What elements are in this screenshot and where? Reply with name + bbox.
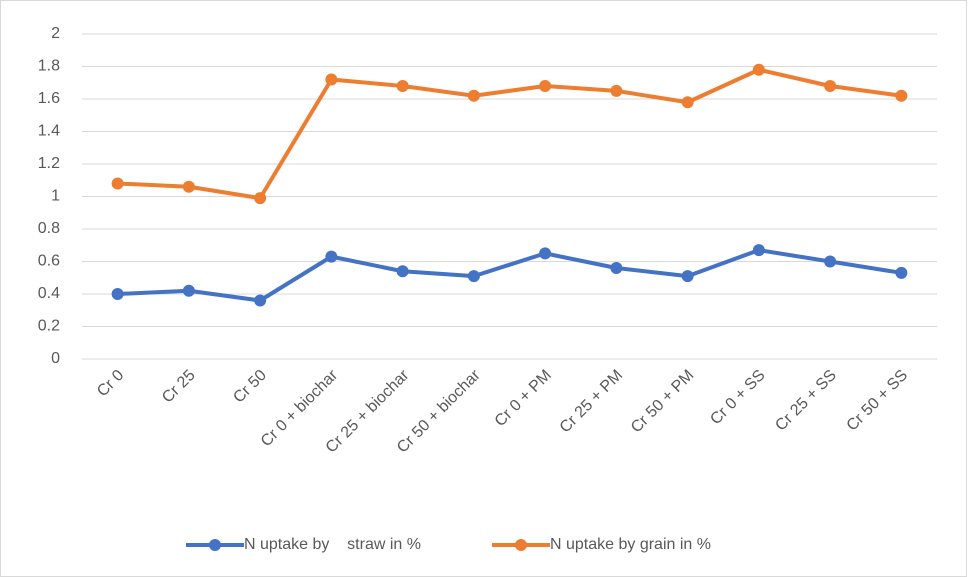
data-point [895,266,908,279]
data-point [254,192,267,205]
data-point [539,80,552,92]
legend-label: N uptake by straw in % [244,536,421,553]
y-tick-label: 0.6 [38,253,60,270]
data-point [824,80,837,92]
data-point [467,270,480,283]
data-point [396,80,409,92]
data-point [752,63,765,76]
data-point [254,294,267,307]
y-tick-label: 0.4 [38,285,60,302]
data-point [467,89,480,102]
series-line [117,67,902,201]
data-point [111,177,124,190]
legend-label: N uptake by grain in % [550,536,711,553]
data-point [396,265,409,278]
legend-marker [209,539,221,551]
y-tick-label: 1.4 [38,123,60,140]
y-tick-label: 0.2 [38,318,60,335]
data-point [610,84,623,97]
y-tick-label: 0 [51,350,60,367]
data-point [325,73,338,86]
series-line [117,248,902,303]
y-tick-label: 0.8 [38,220,60,237]
data-point [824,255,837,268]
data-point [325,250,338,263]
data-point [610,262,623,274]
data-point [895,89,908,102]
y-tick-label: 1.2 [38,155,60,172]
y-tick-label: 1 [51,188,60,205]
data-point [539,247,552,260]
y-tick-label: 1.6 [38,90,60,107]
data-point [752,244,765,257]
data-point [681,96,694,109]
y-tick-label: 2 [51,25,60,42]
data-point [111,288,124,300]
data-point [681,270,694,283]
legend-marker [515,539,527,551]
y-tick-label: 1.8 [38,58,60,75]
data-point [182,180,195,193]
data-point [182,284,195,297]
